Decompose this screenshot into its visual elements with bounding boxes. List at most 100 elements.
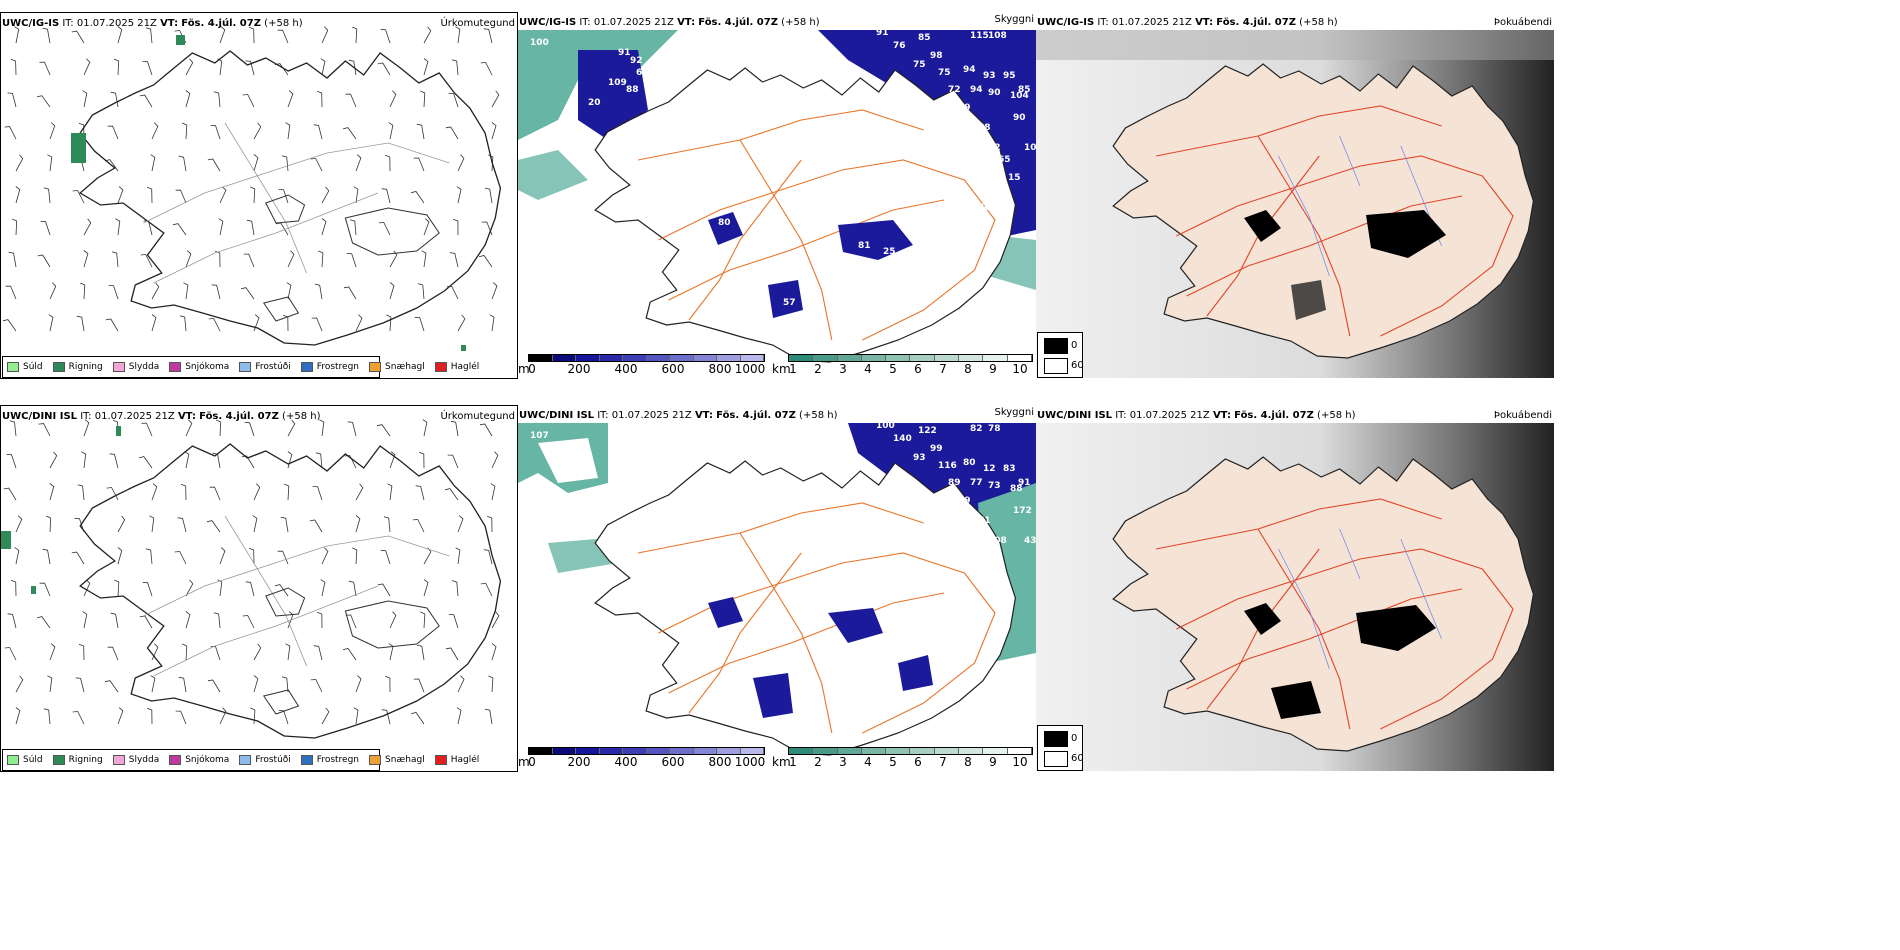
fog-key-white xyxy=(1044,358,1068,374)
wind-barb xyxy=(77,484,85,501)
wind-barb xyxy=(278,189,289,204)
wind-barb xyxy=(207,158,221,172)
cloud-base-label: 81 xyxy=(858,241,871,251)
wind-barb xyxy=(413,678,425,693)
precip-legend: Súld Rigning Slydda Snjókoma Frostúði Fr… xyxy=(2,356,479,378)
wind-barb xyxy=(380,550,391,565)
wind-barb xyxy=(151,483,158,501)
wind-barbs xyxy=(3,419,500,725)
cloud-base-label: 91 xyxy=(588,491,601,501)
cbar-meters: m 0 200 400 600 800 1000 xyxy=(518,747,768,769)
wind-barb xyxy=(43,187,51,204)
wind-barb xyxy=(287,451,293,469)
fog-title: Þokuábendi xyxy=(1493,17,1552,28)
wind-barb xyxy=(216,419,222,437)
wind-barb xyxy=(486,515,493,533)
wind-barb xyxy=(423,579,429,597)
wind-barb xyxy=(111,251,119,268)
wind-barb xyxy=(7,613,17,629)
cloud-base-label: 65 xyxy=(998,155,1011,165)
cbar-tick: 1 xyxy=(789,362,797,376)
wind-barb xyxy=(489,314,495,332)
cbar-tick: 200 xyxy=(567,755,591,769)
cloud-base-label: 89 xyxy=(958,103,971,113)
fog-key: 0 60 xyxy=(1037,332,1084,378)
wind-barb xyxy=(385,675,391,693)
wind-barb xyxy=(456,707,462,725)
wind-barb xyxy=(389,451,396,469)
wind-barb xyxy=(15,707,21,725)
wind-barb xyxy=(178,155,187,172)
cloud-base-label: 91 xyxy=(876,30,889,38)
cloud-base-label: 140 xyxy=(893,434,912,444)
wind-barb xyxy=(445,647,459,661)
wind-barb xyxy=(175,710,187,725)
cbar-tick: 200 xyxy=(567,362,591,376)
wind-barb xyxy=(110,612,119,629)
wind-barb xyxy=(71,551,85,565)
cloud-base-label: 93 xyxy=(766,213,779,223)
panel-title: UWC/IG-IS IT: 01.07.2025 21Z VT: Fös. 4.… xyxy=(519,17,820,28)
cloud-base-label: 100 xyxy=(530,38,549,48)
wind-barb xyxy=(343,127,357,140)
cloud-base-label: 72 xyxy=(948,85,961,95)
wind-barb xyxy=(313,645,323,661)
cbar-tick: 0 xyxy=(528,362,536,376)
cloud-base-label: 75 xyxy=(913,60,926,70)
wind-barb xyxy=(244,422,255,437)
wind-barb xyxy=(252,515,258,533)
cloud-base-label: 89 xyxy=(958,496,971,506)
wind-barb xyxy=(185,58,194,76)
wind-barb xyxy=(277,29,289,44)
wind-barb xyxy=(83,218,92,236)
cloud-base-label: 76 xyxy=(893,41,906,51)
wind-barb xyxy=(355,483,364,501)
cloud-base-label: 90 xyxy=(988,88,1001,98)
cbar-tick: 3 xyxy=(839,755,847,769)
wind-barb xyxy=(39,582,51,597)
wind-barb xyxy=(321,26,329,44)
wind-barb xyxy=(321,547,329,565)
wind-barb xyxy=(38,423,51,437)
cbar-tick: 2 xyxy=(814,362,822,376)
cloud-base-label: 93 xyxy=(913,453,926,463)
wind-barb xyxy=(83,58,91,76)
wind-barb xyxy=(343,286,357,300)
wind-barb xyxy=(36,95,51,108)
wind-barb xyxy=(355,675,362,693)
fog-key-white xyxy=(1044,751,1068,767)
wind-barb xyxy=(253,122,262,140)
cbar-tick: 9 xyxy=(989,362,997,376)
wind-barb xyxy=(355,314,363,332)
wind-barb xyxy=(49,451,58,469)
wind-barb xyxy=(107,646,119,661)
cbar-tick: 600 xyxy=(661,362,685,376)
wind-barb xyxy=(457,515,464,533)
legend-item-drizzle: Súld xyxy=(7,755,43,765)
wind-barb xyxy=(184,451,190,469)
cloud-base-label: 136 xyxy=(636,461,655,471)
precip-map xyxy=(2,26,502,351)
wind-barb xyxy=(318,250,324,268)
wind-barb xyxy=(209,486,221,501)
cloud-panel-row1: UWC/IG-IS IT: 01.07.2025 21Z VT: Fös. 4.… xyxy=(518,12,1036,379)
wind-barb xyxy=(480,583,493,597)
legend-swatch xyxy=(434,755,447,765)
wind-barb xyxy=(6,454,17,469)
wind-barb xyxy=(286,282,292,300)
cloud-base-label: 74 xyxy=(944,98,957,108)
wind-barb xyxy=(208,318,221,332)
wind-barb xyxy=(248,547,255,565)
cbar-tick: 6 xyxy=(914,362,922,376)
wind-barb xyxy=(42,27,51,44)
wind-barb xyxy=(314,283,323,300)
wind-barb xyxy=(416,644,425,661)
cloud-base-label: 12 xyxy=(923,173,936,183)
wind-barb xyxy=(83,250,89,268)
wind-barb xyxy=(455,26,461,44)
precip-map xyxy=(1,419,502,739)
wind-barb xyxy=(456,186,462,204)
cbar-tick: 600 xyxy=(661,755,685,769)
